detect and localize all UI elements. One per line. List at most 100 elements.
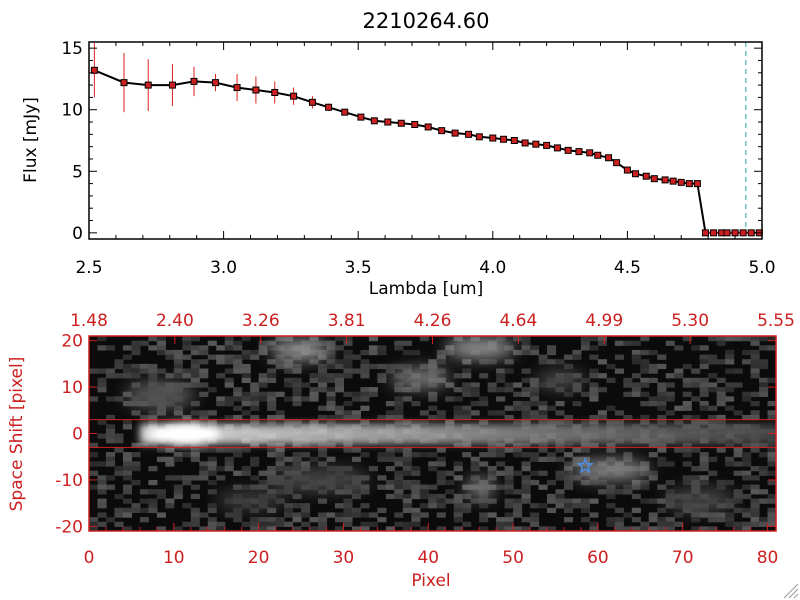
noise-cell bbox=[648, 442, 658, 449]
noise-cell bbox=[530, 452, 540, 458]
noise-cell bbox=[614, 410, 624, 416]
noise-cell bbox=[657, 401, 667, 407]
noise-cell bbox=[250, 517, 260, 523]
noise-cell bbox=[462, 359, 472, 365]
noise-cell bbox=[708, 419, 718, 425]
noise-cell bbox=[453, 442, 463, 449]
noise-cell bbox=[538, 359, 548, 365]
noise-cell bbox=[258, 340, 268, 346]
noise-cell bbox=[385, 414, 395, 421]
x-tick-label: 40 bbox=[417, 548, 439, 568]
noise-cell bbox=[445, 479, 455, 486]
noise-cell bbox=[267, 377, 277, 384]
noise-cell bbox=[131, 373, 141, 379]
noise-cell bbox=[402, 466, 412, 472]
noise-cell bbox=[716, 419, 726, 425]
noise-cell bbox=[436, 475, 446, 481]
noise-cell bbox=[733, 461, 743, 467]
noise-cell bbox=[165, 447, 175, 453]
noise-cell bbox=[725, 396, 735, 402]
noise-cell bbox=[139, 489, 149, 495]
noise-cell bbox=[513, 391, 523, 397]
noise-cell bbox=[538, 503, 548, 509]
noise-cell bbox=[173, 493, 183, 500]
noise-cell bbox=[521, 461, 531, 467]
noise-cell bbox=[470, 466, 480, 472]
noise-cell bbox=[742, 493, 752, 500]
noise-cell bbox=[411, 521, 421, 527]
noise-cell bbox=[122, 526, 133, 531]
noise-cell bbox=[394, 484, 404, 490]
noise-cell bbox=[97, 387, 107, 393]
noise-cell bbox=[428, 503, 438, 509]
noise-cell bbox=[173, 363, 183, 370]
noise-cell bbox=[267, 470, 277, 476]
noise-cell bbox=[589, 336, 599, 342]
noise-cell bbox=[97, 489, 107, 495]
noise-cell bbox=[682, 447, 692, 453]
noise-cell bbox=[572, 387, 582, 393]
noise-cell bbox=[419, 410, 429, 416]
noise-cell bbox=[216, 373, 226, 379]
noise-cell bbox=[301, 507, 311, 514]
noise-cell bbox=[657, 382, 667, 388]
noise-cell bbox=[648, 526, 658, 531]
noise-cell bbox=[563, 461, 574, 467]
noise-cell bbox=[538, 470, 548, 476]
noise-cell bbox=[657, 387, 667, 393]
noise-cell bbox=[589, 526, 599, 531]
noise-cell bbox=[699, 512, 709, 518]
y-tick-label: 20 bbox=[61, 332, 83, 352]
noise-cell bbox=[114, 438, 124, 444]
spectrum-marks bbox=[90, 42, 763, 239]
noise-cell bbox=[623, 382, 633, 388]
noise-cell bbox=[479, 517, 489, 523]
noise-cell bbox=[148, 507, 158, 514]
noise-cell bbox=[631, 349, 641, 356]
noise-cell bbox=[241, 401, 251, 407]
resize-grip-icon[interactable] bbox=[783, 583, 799, 599]
noise-cell bbox=[555, 359, 565, 365]
noise-cell bbox=[267, 340, 277, 346]
noise-cell bbox=[742, 414, 752, 421]
noise-cell bbox=[725, 405, 735, 411]
noise-cell bbox=[360, 526, 370, 531]
noise-cell bbox=[122, 345, 133, 351]
noise-cell bbox=[224, 456, 234, 462]
noise-cell bbox=[631, 391, 641, 397]
noise-cell bbox=[436, 503, 446, 509]
noise-cell bbox=[334, 377, 345, 384]
noise-cell bbox=[394, 447, 404, 453]
noise-cell bbox=[487, 470, 497, 476]
noise-cell bbox=[250, 387, 260, 393]
noise-cell bbox=[156, 336, 166, 342]
noise-cell bbox=[699, 363, 709, 370]
noise-cell bbox=[767, 414, 776, 421]
noise-cell bbox=[563, 442, 574, 449]
noise-cell bbox=[733, 526, 743, 531]
noise-cell bbox=[733, 470, 743, 476]
noise-cell bbox=[233, 447, 243, 453]
top-tick-label: 2.40 bbox=[156, 311, 194, 331]
noise-cell bbox=[759, 489, 769, 495]
noise-cell bbox=[479, 396, 489, 402]
noise-cell bbox=[275, 452, 285, 458]
noise-cell bbox=[114, 396, 124, 402]
noise-cell bbox=[343, 489, 353, 495]
noise-cell bbox=[453, 414, 463, 421]
noise-cell bbox=[733, 521, 743, 527]
noise-cell bbox=[250, 405, 260, 411]
noise-cell bbox=[326, 387, 336, 393]
noise-cell bbox=[190, 336, 200, 342]
noise-cell bbox=[199, 345, 209, 351]
noise-cell bbox=[563, 475, 574, 481]
noise-cell bbox=[334, 387, 345, 393]
noise-cell bbox=[733, 489, 743, 495]
noise-cell bbox=[470, 456, 480, 462]
noise-cell bbox=[343, 391, 353, 397]
noise-cell bbox=[453, 396, 463, 402]
noise-cell bbox=[445, 419, 455, 425]
noise-cell bbox=[631, 373, 641, 379]
noise-cell bbox=[411, 349, 421, 356]
noise-cell bbox=[716, 512, 726, 518]
